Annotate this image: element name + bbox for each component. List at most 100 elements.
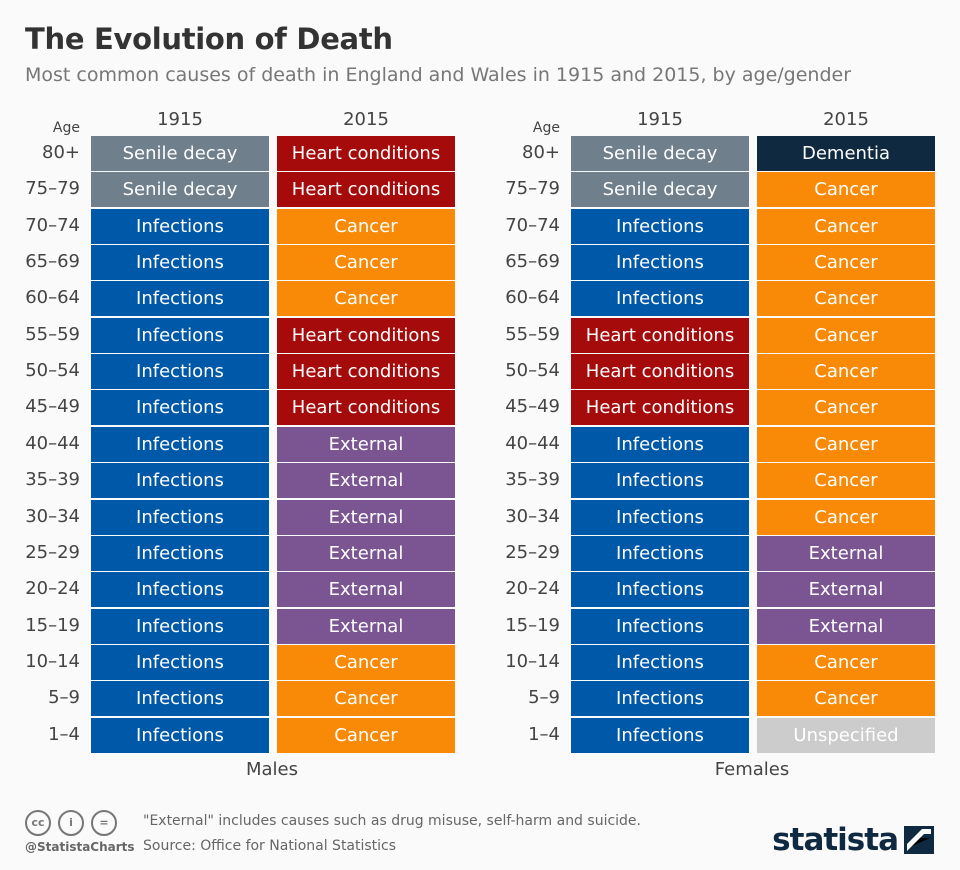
cause-cell: Senile decay: [91, 136, 269, 171]
cause-cell: Cancer: [277, 281, 455, 317]
cause-cell: Heart conditions: [277, 354, 455, 390]
cause-cell: Cancer: [757, 172, 935, 208]
age-label: 45–49: [25, 396, 80, 418]
age-label: 60–64: [25, 287, 80, 309]
cause-cell: Infections: [91, 281, 269, 317]
age-label: 45–49: [505, 396, 560, 418]
cause-cell: Infections: [91, 499, 269, 535]
age-label: 25–29: [505, 541, 560, 563]
footnote: "External" includes causes such as drug …: [143, 813, 641, 829]
age-label: 10–14: [25, 650, 80, 672]
cause-cell: Infections: [571, 208, 749, 244]
age-label: 1–4: [48, 723, 80, 745]
cause-cell: Infections: [571, 681, 749, 717]
source: Source: Office for National Statistics: [143, 838, 397, 854]
age-label: 75–79: [505, 178, 560, 200]
year-header: 2015: [343, 109, 389, 130]
year-header: 2015: [823, 109, 869, 130]
cause-cell: Heart conditions: [277, 172, 455, 208]
cause-cell: Cancer: [277, 208, 455, 244]
cause-cell: Infections: [571, 499, 749, 535]
age-label: 15–19: [25, 614, 80, 636]
group-label: Males: [245, 759, 298, 780]
cause-cell: Cancer: [757, 644, 935, 680]
attribution-icon: i: [58, 810, 84, 836]
cause-cell: Heart conditions: [277, 136, 455, 171]
cause-cell: Infections: [91, 426, 269, 462]
cause-cell: Infections: [571, 245, 749, 281]
cause-cell: External: [757, 572, 935, 608]
year-header: 1915: [157, 109, 203, 130]
statista-logo: statista: [772, 822, 934, 858]
cause-cell: Cancer: [757, 281, 935, 317]
cause-cell: Heart conditions: [571, 390, 749, 426]
cause-cell: Infections: [91, 317, 269, 353]
statista-logo-icon: [904, 826, 934, 854]
cause-cell: Infections: [91, 354, 269, 390]
age-label: 5–9: [528, 687, 560, 709]
cause-cell: Infections: [571, 281, 749, 317]
cause-cell: Cancer: [277, 644, 455, 680]
cause-cell: Heart conditions: [571, 317, 749, 353]
cause-cell: External: [277, 572, 455, 608]
cause-cell: Heart conditions: [277, 317, 455, 353]
age-label: 80+: [522, 142, 560, 163]
cause-cell: External: [277, 608, 455, 644]
cause-cell: Infections: [571, 644, 749, 680]
cause-cell: External: [757, 608, 935, 644]
cause-cell: Infections: [571, 463, 749, 499]
cause-cell: External: [277, 499, 455, 535]
age-header: Age: [532, 120, 560, 136]
age-label: 70–74: [25, 214, 80, 236]
age-label: 20–24: [25, 578, 80, 600]
cause-cell: Infections: [571, 426, 749, 462]
no-derivatives-icon: =: [91, 810, 117, 836]
cause-cell: Infections: [91, 245, 269, 281]
age-label: 50–54: [505, 360, 560, 382]
age-header: Age: [52, 120, 80, 136]
chart-subtitle: Most common causes of death in England a…: [25, 64, 852, 86]
cause-cell: Infections: [571, 717, 749, 753]
cause-cell: Infections: [91, 681, 269, 717]
statista-wordmark: statista: [772, 822, 899, 858]
age-label: 5–9: [48, 687, 80, 709]
age-label: 60–64: [505, 287, 560, 309]
cause-cell: Cancer: [757, 426, 935, 462]
cause-cell: Infections: [571, 535, 749, 571]
cause-cell: Infections: [91, 717, 269, 753]
age-label: 75–79: [25, 178, 80, 200]
cause-cell: External: [277, 535, 455, 571]
cause-cell: Cancer: [757, 354, 935, 390]
cause-cell: External: [277, 426, 455, 462]
year-header: 1915: [637, 109, 683, 130]
age-label: 25–29: [25, 541, 80, 563]
cause-cell: Infections: [91, 390, 269, 426]
cause-cell: Infections: [91, 608, 269, 644]
cause-cell: Infections: [571, 608, 749, 644]
age-label: 1–4: [528, 723, 560, 745]
cause-cell: External: [277, 463, 455, 499]
age-label: 35–39: [505, 469, 560, 491]
age-label: 40–44: [505, 432, 560, 454]
age-label: 20–24: [505, 578, 560, 600]
cause-cell: Cancer: [277, 717, 455, 753]
age-label: 35–39: [25, 469, 80, 491]
males-panel: Age 80+ 75–79 70–74 65–69 60–64 55–59 50–54 45–4…: [0, 106, 455, 786]
cause-cell: Infections: [91, 463, 269, 499]
age-label: 30–34: [505, 505, 560, 527]
cause-cell: External: [757, 535, 935, 571]
cause-cell: Infections: [91, 208, 269, 244]
statista-handle: @StatistaCharts: [25, 840, 135, 854]
creative-commons-icon: cc: [25, 810, 51, 836]
cause-cell: Infections: [91, 535, 269, 571]
cause-cell: Cancer: [757, 499, 935, 535]
cause-cell: Infections: [571, 572, 749, 608]
group-label: Females: [714, 759, 790, 780]
age-label: 15–19: [505, 614, 560, 636]
cause-cell: Heart conditions: [277, 390, 455, 426]
cause-cell: Cancer: [277, 681, 455, 717]
cause-cell: Senile decay: [571, 172, 749, 208]
cause-cell: Cancer: [757, 317, 935, 353]
age-label: 10–14: [505, 650, 560, 672]
cause-cell: Cancer: [757, 390, 935, 426]
